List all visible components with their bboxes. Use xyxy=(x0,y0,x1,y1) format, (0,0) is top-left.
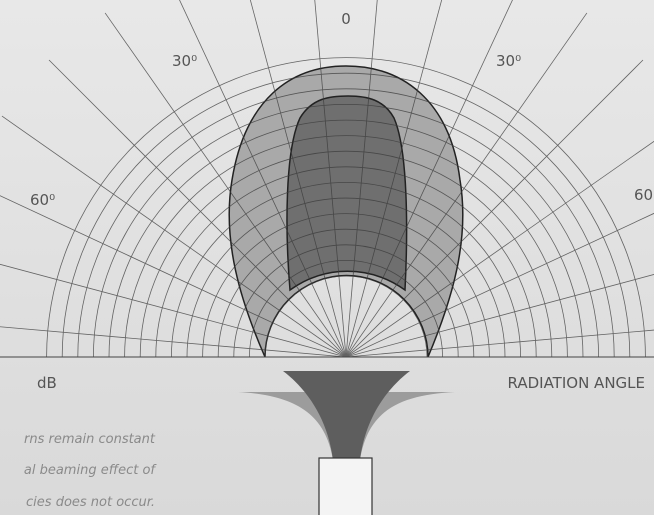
polar-grid xyxy=(0,0,654,357)
grid-arc xyxy=(264,275,428,357)
grid-arc xyxy=(124,135,568,357)
horn-throat xyxy=(283,371,410,460)
grid-radial xyxy=(345,329,654,357)
grid-arc xyxy=(61,72,631,357)
angle-label: 30⁰ xyxy=(496,52,521,70)
grid-arc xyxy=(249,260,443,357)
grid-arc xyxy=(171,182,521,357)
grid-arc xyxy=(217,228,475,357)
angle-label: 30⁰ xyxy=(172,52,197,70)
grid-radial xyxy=(345,0,513,357)
grid-arc xyxy=(46,57,646,357)
axis-label: RADIATION ANGLE xyxy=(508,374,645,392)
grid-radial xyxy=(104,12,347,357)
caption-line: cies does not occur. xyxy=(26,495,155,510)
grid-radial xyxy=(345,12,588,357)
driver xyxy=(318,457,373,515)
grid-radial xyxy=(345,212,654,357)
grid-arc xyxy=(233,244,459,357)
angle-label: 60 xyxy=(634,186,653,204)
grid-radial xyxy=(345,0,443,357)
grid-radial xyxy=(179,0,347,357)
angle-label: 0 xyxy=(341,10,351,28)
grid-radial xyxy=(345,59,644,357)
grid-arc xyxy=(93,104,599,357)
unit-label: dB xyxy=(37,374,57,392)
grid-radial xyxy=(314,0,347,357)
grid-radial xyxy=(0,326,347,357)
grid-radial xyxy=(345,0,378,357)
caption-line: al beaming effect of xyxy=(24,463,158,478)
grid-arc xyxy=(139,150,553,357)
grid-arc xyxy=(202,213,490,357)
grid-arc xyxy=(108,119,584,357)
grid-radial xyxy=(1,115,347,357)
grid-arc xyxy=(155,166,537,357)
grid-arc xyxy=(186,197,506,357)
grid-radial xyxy=(48,59,347,357)
grid-radial xyxy=(0,263,347,357)
grid-radial xyxy=(249,0,347,357)
angle-label: 60⁰ xyxy=(30,191,55,209)
inner-lobe xyxy=(286,95,408,292)
grid-radial xyxy=(345,274,654,357)
grid-arc xyxy=(77,88,615,357)
grid-radial xyxy=(345,140,654,357)
grid-radial xyxy=(0,195,347,357)
caption-line: rns remain constant xyxy=(24,432,156,447)
